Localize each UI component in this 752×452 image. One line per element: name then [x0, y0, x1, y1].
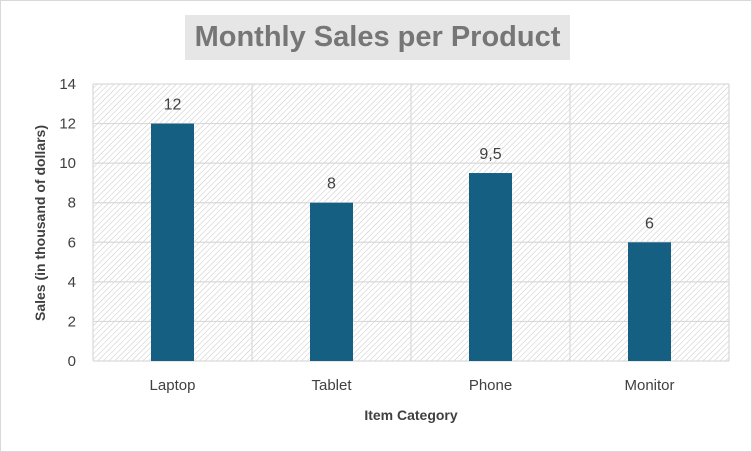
y-axis-title: Sales (in thousand of dollars) — [32, 125, 48, 321]
data-label-laptop: 12 — [164, 97, 182, 114]
gridlines — [92, 83, 730, 362]
bar-laptop — [151, 123, 194, 361]
bars — [151, 123, 671, 361]
y-tick-label: 10 — [59, 155, 76, 172]
y-tick-label: 0 — [68, 353, 76, 370]
x-axis-ticks: Laptop Tablet Phone Monitor — [150, 377, 675, 394]
y-tick-label: 4 — [68, 274, 76, 291]
x-tick-label-phone: Phone — [469, 377, 512, 394]
y-axis-ticks: 0 2 4 6 8 10 12 14 — [59, 76, 76, 370]
data-label-phone: 9,5 — [479, 146, 501, 163]
data-labels: 12 8 9,5 6 — [164, 97, 654, 233]
x-axis-title: Item Category — [364, 407, 458, 423]
y-tick-label: 8 — [68, 195, 76, 212]
y-tick-label: 12 — [59, 116, 76, 133]
y-tick-label: 2 — [68, 313, 76, 330]
x-tick-label-monitor: Monitor — [624, 377, 674, 394]
data-label-tablet: 8 — [327, 176, 336, 193]
chart-title: Monthly Sales per Product — [185, 15, 570, 60]
x-tick-label-tablet: Tablet — [311, 377, 352, 394]
data-label-monitor: 6 — [645, 215, 654, 232]
bar-phone — [469, 173, 512, 361]
x-tick-label-laptop: Laptop — [150, 377, 196, 394]
bar-tablet — [310, 202, 353, 361]
bar-monitor — [628, 242, 671, 361]
y-tick-label: 6 — [68, 234, 76, 251]
y-tick-label: 14 — [59, 76, 76, 93]
